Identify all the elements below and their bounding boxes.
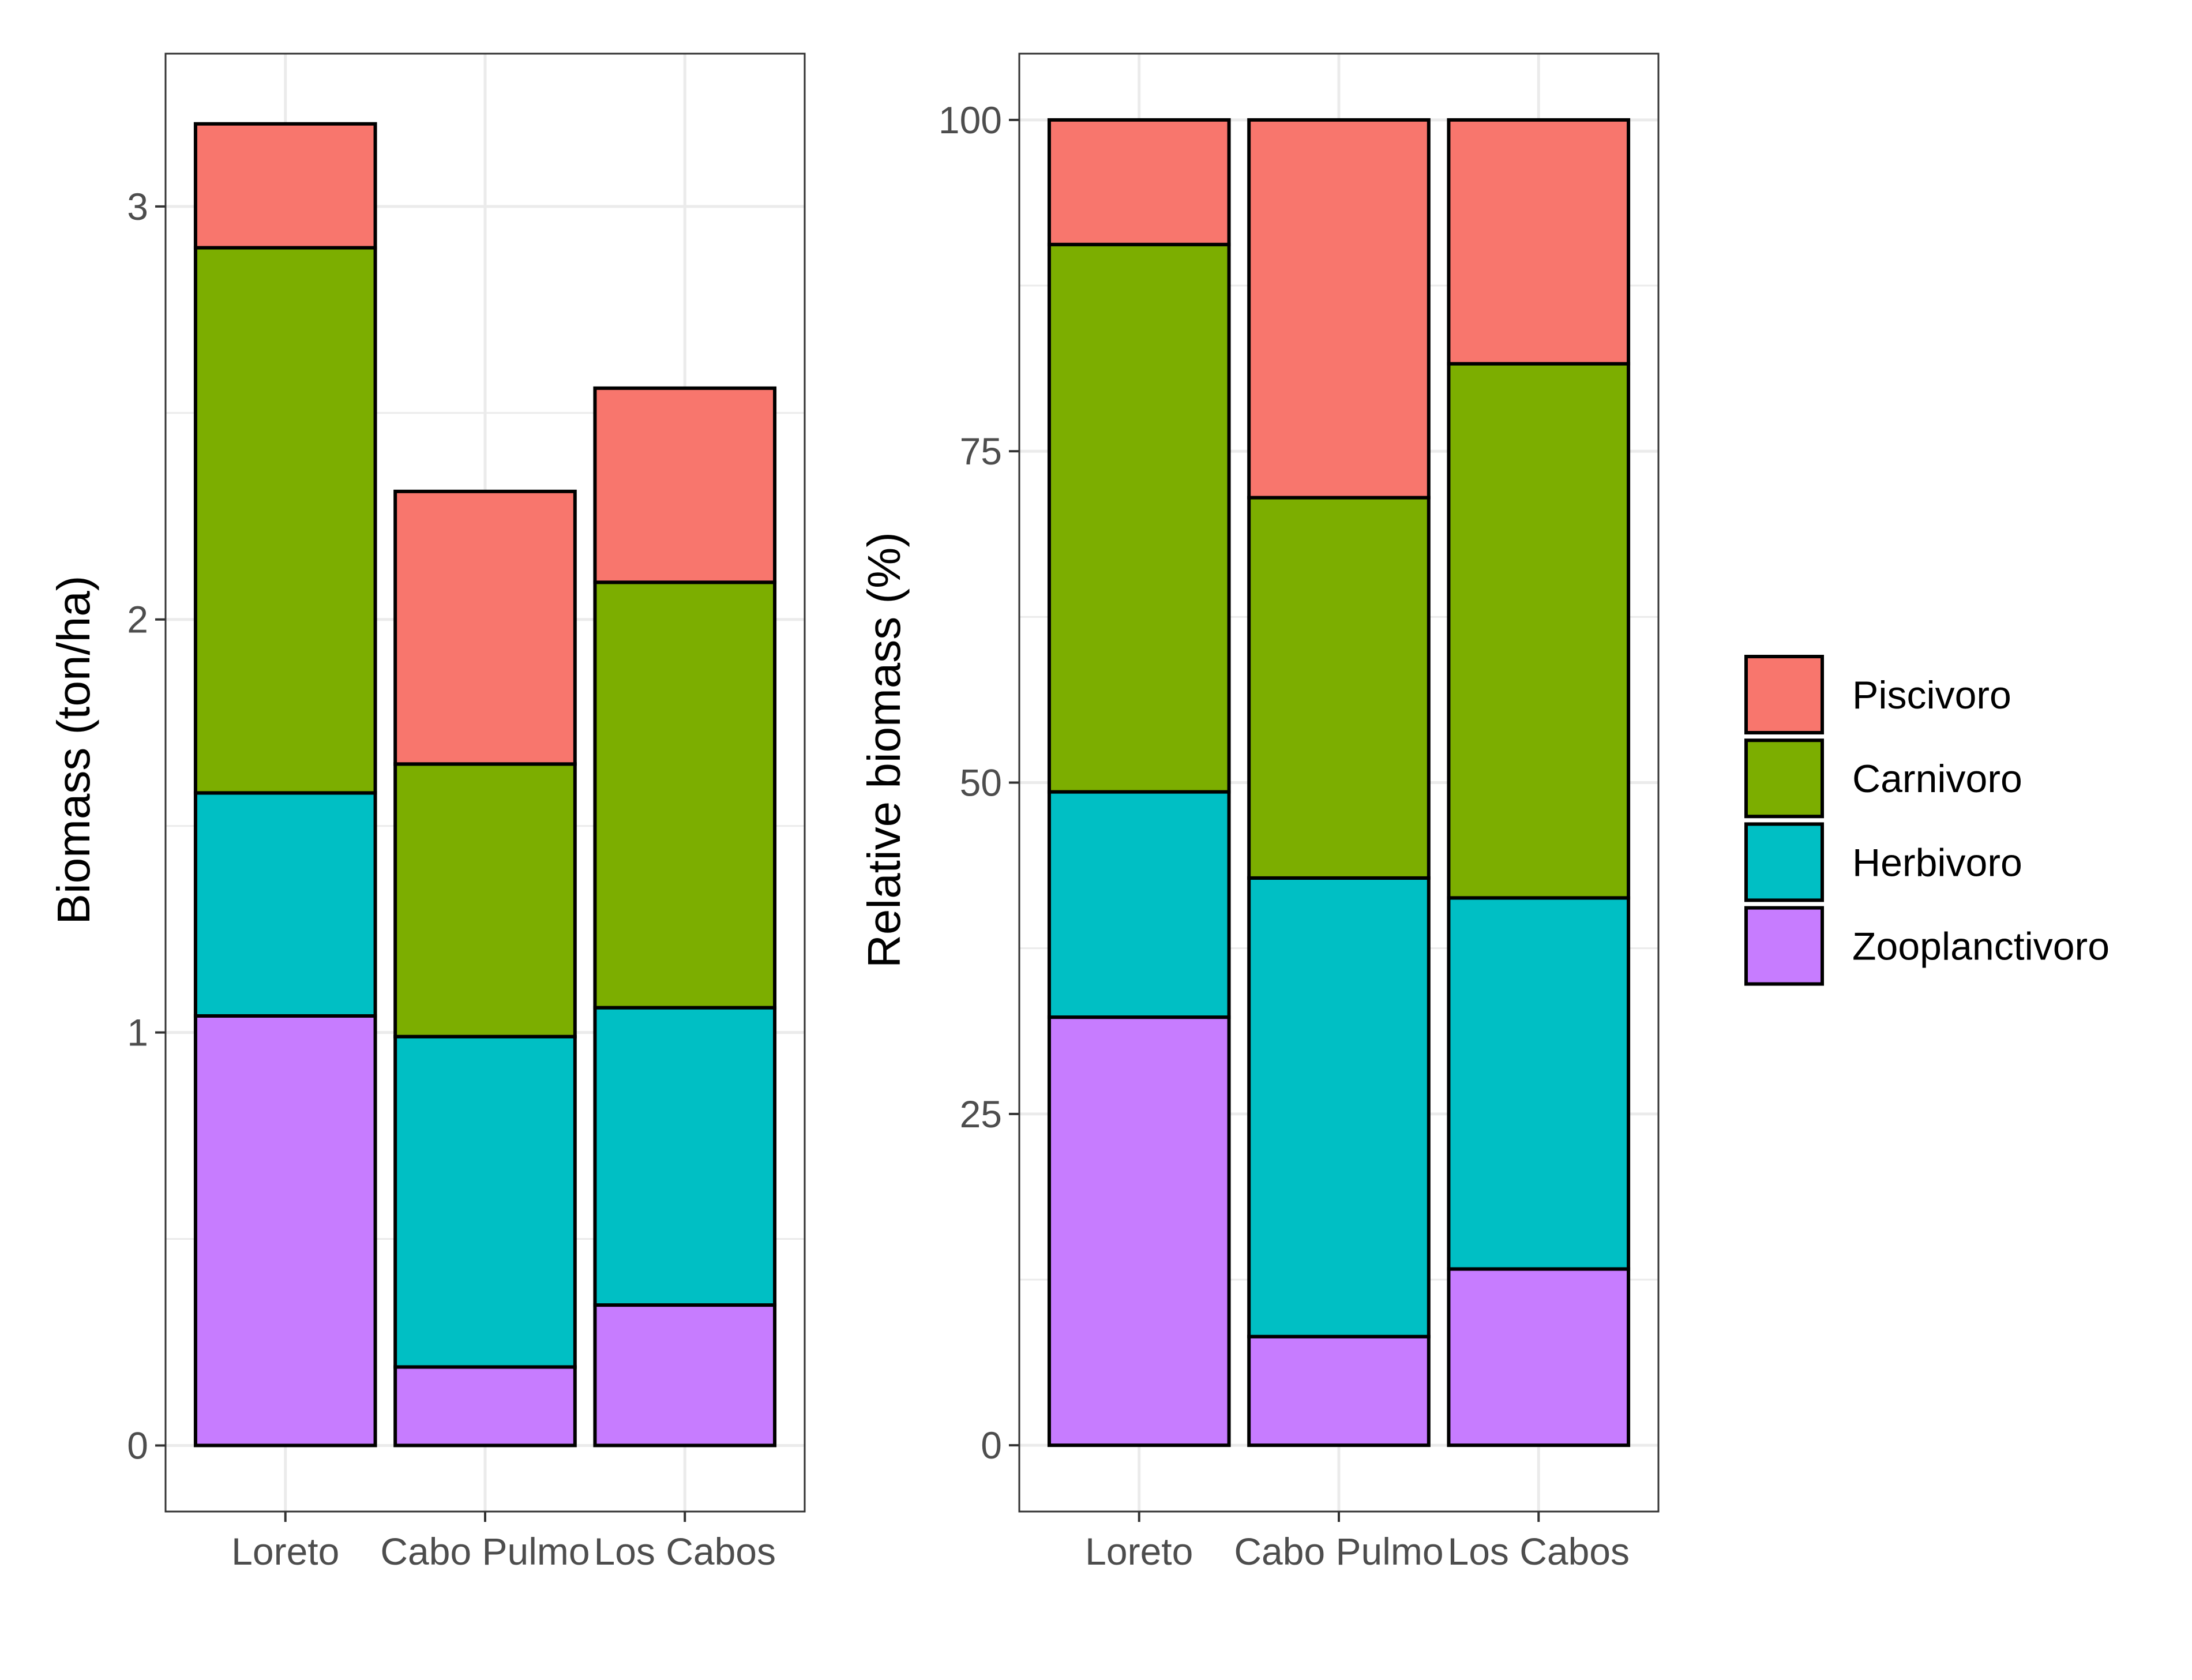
legend: Piscivoro Carnivoro Herbivoro Zooplanctivor…	[1744, 655, 2110, 986]
legend-label-zooplanctivoro: Zooplanctivoro	[1852, 925, 2110, 969]
legend-label-piscivoro: Piscivoro	[1852, 673, 2011, 717]
bar-segment-zooplanctivoro-los-cabos	[593, 1303, 777, 1447]
bar-segment-carnivoro-cabo-pulmo	[1247, 496, 1431, 880]
bar-segment-zooplanctivoro-loreto	[1047, 1015, 1231, 1447]
bar-segment-carnivoro-los-cabos	[593, 580, 777, 1010]
x-tick-label-los-cabos: Los Cabos	[1447, 1530, 1630, 1573]
bar-segment-carnivoro-cabo-pulmo	[393, 762, 577, 1038]
bar-segment-carnivoro-los-cabos	[1447, 362, 1631, 900]
x-tick-label-loreto: Loreto	[1085, 1530, 1193, 1573]
y-tick-label: 100	[939, 99, 1002, 141]
bar-segment-zooplanctivoro-cabo-pulmo	[1247, 1334, 1431, 1447]
bar-segment-herbivoro-los-cabos	[1447, 896, 1631, 1271]
legend-label-carnivoro: Carnivoro	[1852, 757, 2022, 801]
bar-segment-zooplanctivoro-cabo-pulmo	[393, 1365, 577, 1447]
bar-segment-piscivoro-loreto	[1047, 118, 1231, 246]
panel-biomass: 0 1 2 3 Loreto Cabo Pulmo Los Cabos	[127, 52, 806, 1573]
y-tick-label: 25	[960, 1093, 1002, 1135]
bar-segment-herbivoro-cabo-pulmo	[1247, 876, 1431, 1338]
y-tick-label: 0	[981, 1424, 1002, 1467]
x-tick-label-cabo-pulmo: Cabo Pulmo	[380, 1530, 590, 1573]
bar-segment-piscivoro-cabo-pulmo	[1247, 118, 1431, 500]
y-tick-label: 3	[127, 185, 148, 228]
x-tick-label-loreto: Loreto	[231, 1530, 339, 1573]
y-tick-label: 0	[127, 1424, 148, 1467]
y-tick-label: 2	[127, 598, 148, 641]
panel-relative-biomass: 0 25 50 75 100 Loreto Cabo Pulmo Los Cabos	[939, 52, 1660, 1573]
x-tick-label-cabo-pulmo: Cabo Pulmo	[1234, 1530, 1443, 1573]
bar-segment-piscivoro-cabo-pulmo	[393, 489, 577, 766]
bar-segment-herbivoro-cabo-pulmo	[393, 1034, 577, 1369]
legend-key-carnivoro	[1744, 738, 1824, 819]
bar-segment-piscivoro-loreto	[193, 122, 377, 250]
x-tick-label-los-cabos: Los Cabos	[594, 1530, 776, 1573]
bar-segment-zooplanctivoro-los-cabos	[1447, 1267, 1631, 1447]
y-tick-label: 50	[960, 762, 1002, 804]
y-axis-title-relative-biomass: Relative biomass (%)	[858, 532, 910, 968]
bar-segment-piscivoro-los-cabos	[593, 386, 777, 584]
bar-segment-carnivoro-loreto	[193, 246, 377, 795]
y-tick-label: 75	[960, 430, 1002, 472]
legend-key-piscivoro	[1744, 655, 1824, 734]
bar-segment-piscivoro-los-cabos	[1447, 118, 1631, 366]
bar-segment-herbivoro-loreto	[1047, 790, 1231, 1019]
y-tick-label: 1	[127, 1011, 148, 1054]
bar-segment-carnivoro-loreto	[1047, 242, 1231, 794]
bar-segment-herbivoro-loreto	[193, 791, 377, 1018]
legend-key-herbivoro	[1744, 822, 1824, 902]
y-axis-title-biomass: Biomass (ton/ha)	[48, 576, 99, 925]
legend-key-zooplanctivoro	[1744, 906, 1824, 986]
bar-segment-zooplanctivoro-loreto	[193, 1014, 377, 1447]
legend-label-herbivoro: Herbivoro	[1852, 841, 2022, 884]
bar-segment-herbivoro-los-cabos	[593, 1006, 777, 1307]
